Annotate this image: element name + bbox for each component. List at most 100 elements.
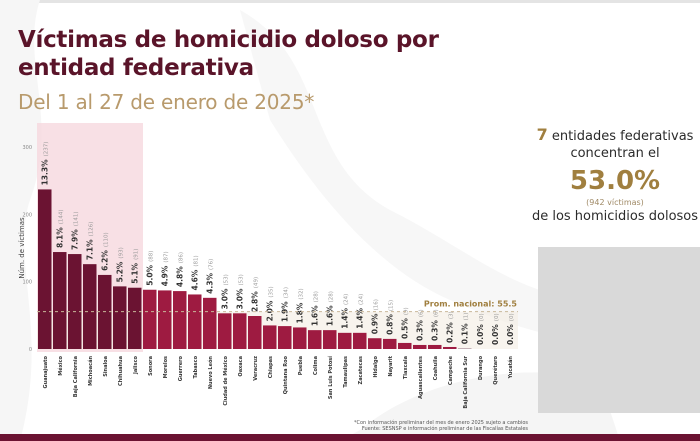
bar-count: (49) [254, 277, 260, 288]
bar-percent: 4.8% [176, 266, 185, 287]
bar-value-label: 6.2% (110) [101, 232, 110, 271]
bar [293, 327, 307, 349]
bar-percent: 1.8% [296, 302, 305, 323]
bar-percent: 3.0% [221, 288, 230, 309]
bar-value-label: 0.2% (3) [446, 311, 455, 343]
bar-percent: 0.2% [446, 322, 455, 343]
bar-count: (53) [224, 274, 230, 285]
bar-percent: 5.0% [146, 264, 155, 285]
bar-percent: 5.2% [116, 261, 125, 282]
bar [203, 297, 217, 349]
bar [38, 189, 52, 349]
bar-percent: 1.6% [311, 305, 320, 326]
bar-count: (28) [314, 291, 320, 302]
bar-count: (53) [239, 274, 245, 285]
summary-line-1: 7 entidades federativas [530, 126, 700, 145]
bar-percent: 1.6% [326, 305, 335, 326]
summary-percent: 53.0% [569, 166, 661, 196]
bottom-bar [0, 434, 700, 441]
bar-percent: 1.4% [341, 308, 350, 329]
x-tick-label: Yucatán [507, 356, 514, 380]
summary-panel: 7 entidades federativas concentran el 53… [530, 126, 700, 225]
bar-percent: 4.3% [206, 273, 215, 294]
bar-percent: 5.1% [131, 262, 140, 283]
title-line-2: entidad federativa [18, 55, 254, 81]
bar-percent: 7.1% [86, 239, 95, 260]
bar-count: (28) [329, 291, 335, 302]
bar-percent: 0.0% [491, 324, 500, 345]
bar [323, 330, 337, 349]
page-title: Víctimas de homicidio doloso por entidad… [18, 26, 439, 82]
bar-percent: 0.3% [431, 320, 440, 341]
bar-count: (24) [344, 294, 350, 305]
bar-count: (35) [269, 286, 275, 297]
x-tick-label: Ciudad de México [222, 355, 229, 405]
bar-value-label: 0.8% (15) [386, 300, 395, 335]
x-tick-label: Aguascalientes [418, 356, 424, 399]
bar-value-label: 0.5% (9) [401, 307, 410, 339]
bar-value-label: 0.1% (1) [461, 313, 470, 345]
bar-percent: 6.2% [101, 250, 110, 271]
bar [143, 289, 157, 349]
x-tick-label: Durango [478, 355, 484, 380]
top-border [0, 0, 700, 3]
bar-count: (0) [494, 313, 500, 321]
bar [173, 291, 187, 349]
bar-count: (76) [209, 259, 215, 270]
bar-count: (81) [194, 255, 200, 266]
bar-value-label: 0.3% (6) [431, 309, 440, 341]
bar-count: (86) [179, 252, 185, 263]
bar [458, 348, 472, 349]
bar-count: (144) [59, 209, 65, 224]
bar-count: (9) [404, 307, 410, 315]
y-axis-label: Núm. de víctimas [18, 217, 26, 279]
bar-value-label: 3.0% (53) [236, 274, 245, 309]
summary-text-3: de los homicidios dolosos [531, 209, 699, 224]
bar-value-label: 1.6% (28) [326, 291, 335, 326]
y-tick-label: 100 [22, 280, 32, 286]
bar-value-label: 7.1% (126) [86, 222, 95, 261]
x-tick-label: Querétaro [492, 355, 499, 384]
x-tick-label: Nayarit [388, 355, 394, 376]
bar-count: (87) [164, 251, 170, 262]
bar-count: (0) [479, 313, 485, 321]
bar [368, 338, 382, 349]
bar-value-label: 0.0% (0) [506, 313, 515, 345]
x-tick-label: Baja California [73, 356, 79, 397]
x-tick-label: Tabasco [193, 355, 199, 378]
bar-value-label: 5.1% (91) [131, 249, 140, 284]
x-tick-label: Chihuahua [118, 356, 124, 386]
bar-count: (15) [389, 300, 395, 311]
bar [248, 316, 262, 349]
bar-percent: 3.0% [236, 288, 245, 309]
bar [383, 338, 397, 349]
footnote-line-2: Fuente: SESNSP e información preliminar … [361, 426, 528, 432]
bar [353, 332, 367, 349]
x-tick-label: Zacatecas [358, 356, 364, 384]
bar [158, 290, 172, 349]
y-tick-label: 200 [22, 212, 32, 218]
bar-value-label: 1.6% (28) [311, 291, 320, 326]
bar [278, 326, 292, 349]
page-subtitle: Del 1 al 27 de enero de 2025* [18, 90, 315, 114]
bar-value-label: 0.0% (0) [491, 313, 500, 345]
x-tick-label: Sinaloa [103, 356, 109, 377]
bar-percent: 2.0% [266, 300, 275, 321]
x-tick-label: Hidalgo [373, 355, 379, 377]
y-tick-label: 0 [29, 347, 32, 353]
bar-percent: 0.0% [476, 324, 485, 345]
bar-count: (93) [119, 247, 125, 258]
x-tick-label: Guanajuato [43, 355, 49, 388]
bar [428, 344, 442, 349]
bar-count: (6) [434, 309, 440, 317]
bar-value-label: 1.9%(34) [281, 287, 290, 322]
bar-count: (237) [44, 142, 50, 157]
bar-count: (91) [134, 249, 140, 260]
x-tick-label: Colima [313, 356, 319, 375]
x-tick-label: Coahuila [433, 356, 439, 380]
title-line-1: Víctimas de homicidio doloso por [18, 27, 439, 53]
bar-value-label: 1.4% (24) [356, 294, 365, 329]
bar-percent: 4.9% [161, 265, 170, 286]
bar-percent: 8.1% [56, 227, 65, 248]
